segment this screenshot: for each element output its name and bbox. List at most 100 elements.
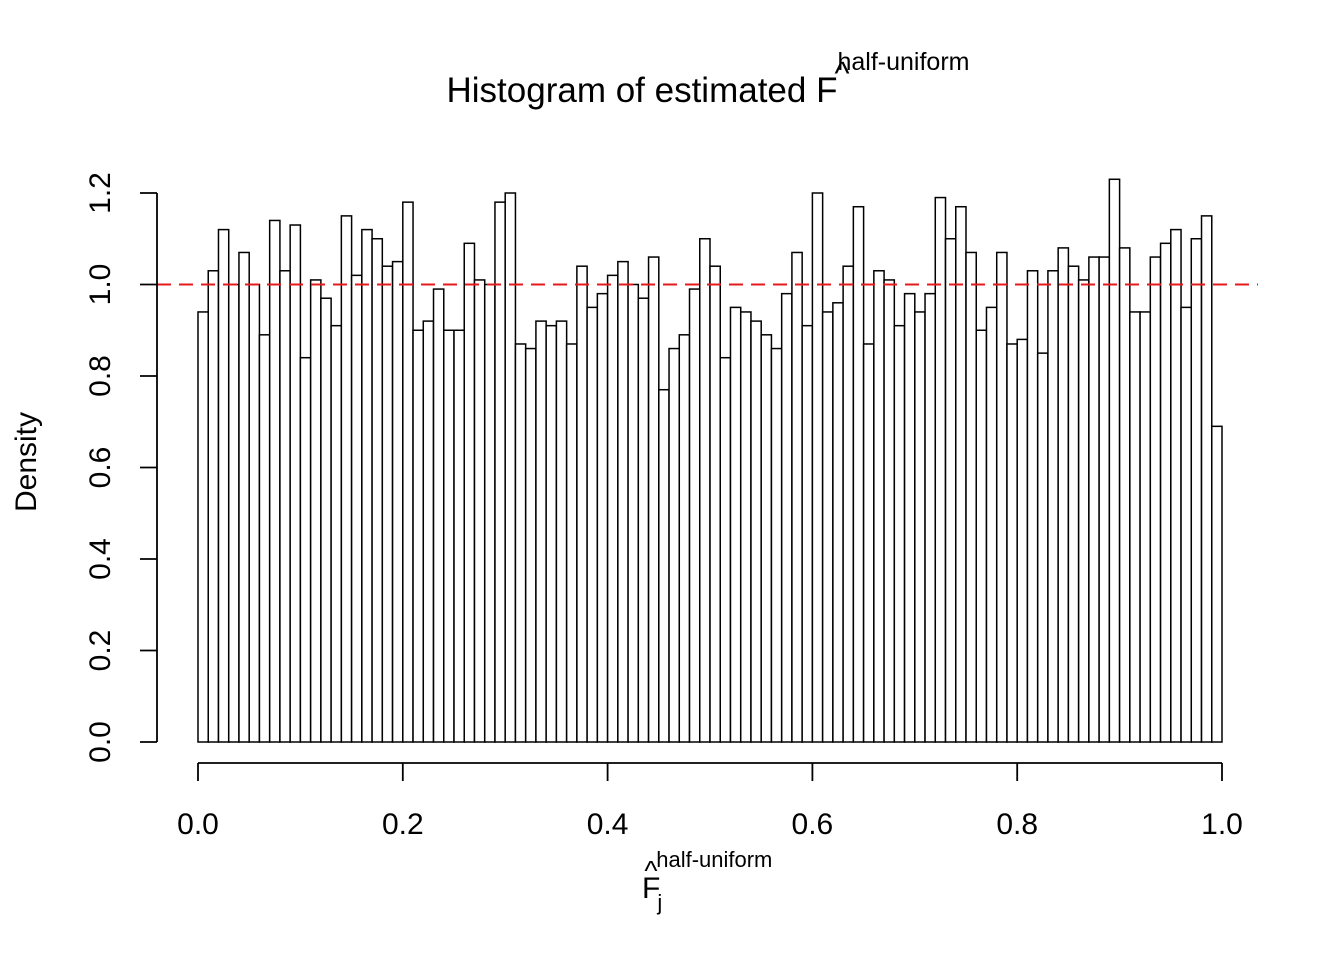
- histogram-bar: [944, 238, 957, 743]
- histogram-bar: [1139, 311, 1152, 743]
- histogram-bar: [576, 265, 588, 743]
- histogram-bar: [1190, 238, 1203, 743]
- histogram-bar: [709, 265, 721, 743]
- x-axis-label-superscript: half-uniform: [656, 847, 772, 872]
- histogram-bar: [801, 324, 814, 743]
- histogram-bar: [1108, 178, 1121, 743]
- histogram-bar: [238, 251, 250, 743]
- histogram-bar: [268, 219, 281, 743]
- y-tick-label: 0.4: [84, 538, 117, 580]
- histogram-bar: [955, 205, 967, 743]
- histogram-bar: [340, 215, 353, 743]
- histogram-bar: [596, 292, 609, 743]
- histogram-bar: [1026, 270, 1039, 743]
- histogram-bar: [699, 238, 711, 743]
- histogram-bar: [514, 343, 527, 743]
- histogram-bar: [248, 283, 261, 743]
- x-tick-label: 1.0: [1201, 808, 1243, 841]
- histogram-bar: [883, 279, 896, 743]
- histogram-bar: [545, 324, 558, 743]
- histogram-bar: [289, 224, 302, 743]
- histogram-bar: [1170, 228, 1182, 743]
- histogram-bar: [1149, 256, 1162, 743]
- histogram-bar: [811, 192, 824, 743]
- histogram-bar: [524, 347, 537, 743]
- histogram-bar: [217, 228, 230, 743]
- histogram-bar: [658, 388, 670, 743]
- histogram-bar: [473, 279, 486, 743]
- histogram-bar: [914, 311, 926, 743]
- histogram-bar: [320, 297, 332, 743]
- histogram-bar: [760, 334, 773, 743]
- histogram-bar: [453, 329, 465, 743]
- y-tick-label: 1.2: [84, 172, 117, 214]
- histogram-bar: [402, 201, 414, 743]
- histogram-bar: [1088, 256, 1100, 743]
- histogram-bar: [1118, 247, 1131, 743]
- x-axis-label-subscript: j: [656, 890, 662, 915]
- histogram-bar: [852, 205, 865, 743]
- histogram-bar: [842, 265, 855, 743]
- histogram-bar: [873, 270, 885, 743]
- histogram-bar: [821, 311, 834, 743]
- histogram-bar: [1159, 242, 1172, 743]
- y-tick-label: 0.2: [84, 630, 117, 672]
- histogram-bar: [750, 320, 762, 743]
- histogram-bar: [688, 288, 701, 743]
- histogram-bar: [1098, 256, 1111, 743]
- histogram-bar: [330, 324, 343, 743]
- histogram-bar: [1129, 311, 1141, 743]
- x-tick-label: 0.0: [177, 808, 219, 841]
- histogram-bar: [1200, 215, 1213, 743]
- histogram-bar: [1067, 265, 1080, 743]
- histogram-bar: [729, 306, 742, 743]
- x-tick-label: 0.2: [382, 808, 424, 841]
- x-axis-label-hat: ^: [644, 855, 657, 886]
- histogram-bar: [606, 274, 619, 743]
- histogram-bar: [975, 329, 988, 743]
- histogram-bar: [391, 260, 404, 743]
- x-tick-label: 0.6: [792, 808, 834, 841]
- histogram-bar: [279, 270, 291, 743]
- histogram-bar: [1016, 338, 1029, 743]
- x-axis-label: Fj half-uniform: [642, 847, 772, 915]
- histogram-bar: [443, 329, 455, 743]
- histogram-bar: [504, 192, 517, 743]
- histogram-bar: [627, 283, 640, 743]
- histogram-bars: [197, 178, 1223, 743]
- histogram-bar: [227, 283, 240, 743]
- chart-title-symbol: F: [816, 71, 837, 110]
- histogram-bar: [361, 228, 373, 743]
- histogram-bar: [903, 292, 916, 743]
- histogram-bar: [791, 251, 803, 743]
- histogram-bar: [668, 347, 681, 743]
- chart-title-hat: ^: [834, 55, 849, 91]
- x-tick-label: 0.4: [587, 808, 629, 841]
- histogram-bar: [934, 196, 947, 743]
- histogram-bar: [381, 265, 394, 743]
- histogram-bar: [586, 306, 599, 743]
- histogram-bar: [555, 320, 568, 743]
- chart-title: Histogram of estimated Fhalf-uniform: [447, 48, 970, 110]
- y-axis: 0.0 0.2 0.4 0.6 0.8 1.0 1.2: [84, 172, 158, 763]
- histogram-bar: [770, 347, 783, 743]
- histogram-bar: [463, 242, 476, 743]
- histogram-bar: [432, 288, 445, 743]
- histogram-bar: [494, 201, 506, 743]
- histogram-bar: [1047, 270, 1059, 743]
- histogram-bar: [422, 320, 435, 743]
- histogram-bar: [1036, 352, 1049, 743]
- histogram-bar: [1211, 425, 1223, 743]
- histogram-bar: [617, 260, 629, 743]
- y-tick-label: 0.0: [84, 721, 117, 763]
- histogram-bar: [535, 320, 547, 743]
- histogram-bar: [780, 292, 793, 743]
- chart-title-superscript: half-uniform: [837, 48, 969, 76]
- histogram-bar: [1057, 247, 1070, 743]
- histogram-bar: [678, 334, 691, 743]
- histogram-bar: [371, 238, 384, 743]
- histogram-bar: [995, 251, 1008, 743]
- histogram-bar: [637, 297, 650, 743]
- x-axis-label-symbol: F: [642, 872, 660, 905]
